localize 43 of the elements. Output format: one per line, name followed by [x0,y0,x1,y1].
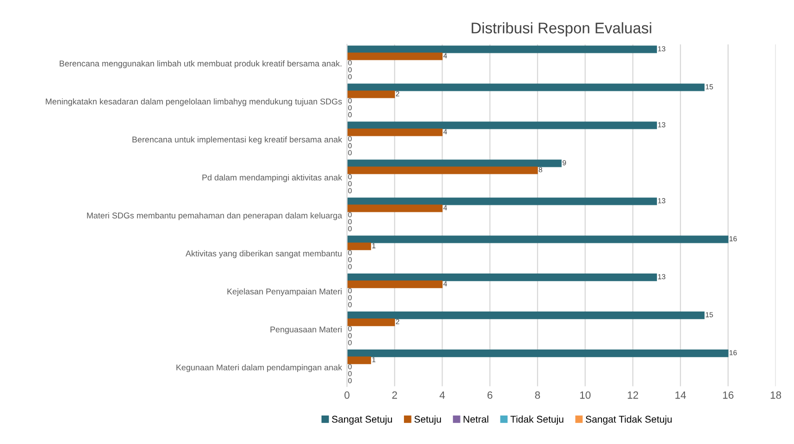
bar [346,312,705,320]
legend-label: Sangat Setuju [332,416,392,425]
bar [346,280,443,288]
bar [346,122,657,130]
x-tick-label: 8 [535,391,540,399]
chart-title: Distribusi Respon Evaluasi [472,22,652,36]
bar [346,166,538,174]
x-tick-label: 14 [675,392,686,399]
x-tick-label: 2 [392,391,397,399]
y-tick-label: Kejelasan Penyampaian Materi [227,288,342,296]
bar [346,274,657,282]
bar [346,128,443,136]
bar [346,90,395,98]
bar [346,204,443,212]
x-tick-label: 18 [770,391,782,399]
y-tick-label: Kegunaan Materi dalam pendampingan anak [176,364,342,372]
x-tick-label: 4 [440,392,445,399]
legend-label: Sangat Tidak Setuju [586,416,672,425]
x-tick-label: 12 [628,391,638,399]
bar [346,236,728,244]
bar [346,350,728,358]
bar [346,84,705,92]
y-tick-label: Pd dalam mendampingi aktivitas anak [202,174,342,182]
bar [346,242,372,250]
y-tick-label: Penguasaan Materi [270,326,342,334]
y-tick-label: Materi SDGs membantu pemahaman dan penerapan dalam keluarga [87,212,342,220]
bar [346,160,562,168]
x-tick-label: 6 [488,391,492,399]
bar [346,318,395,326]
x-tick-label: 16 [723,391,734,399]
x-tick-label: 0 [344,391,350,399]
y-tick-label: Berencana menggunakan limbah utk membuat produk kreatif bersama anak. [60,60,342,68]
bar [346,52,443,60]
bar [346,198,657,206]
legend-label: Netral [464,416,488,423]
legend-label: Tidak Setuju [510,416,564,425]
y-tick-label: Aktivitas yang diberikan sangat membantu [186,250,342,258]
legend-label: Setuju [414,416,441,425]
bar [346,356,372,364]
y-tick-label: Berencana untuk implementasi keg kreatif bersama anak [132,136,342,144]
y-tick-label: Meningkatakn kesadaran dalam pengelolaan limbahyg mendukung tujuan SDGs [46,98,342,106]
x-tick-label: 10 [580,391,591,399]
bar [346,46,657,54]
